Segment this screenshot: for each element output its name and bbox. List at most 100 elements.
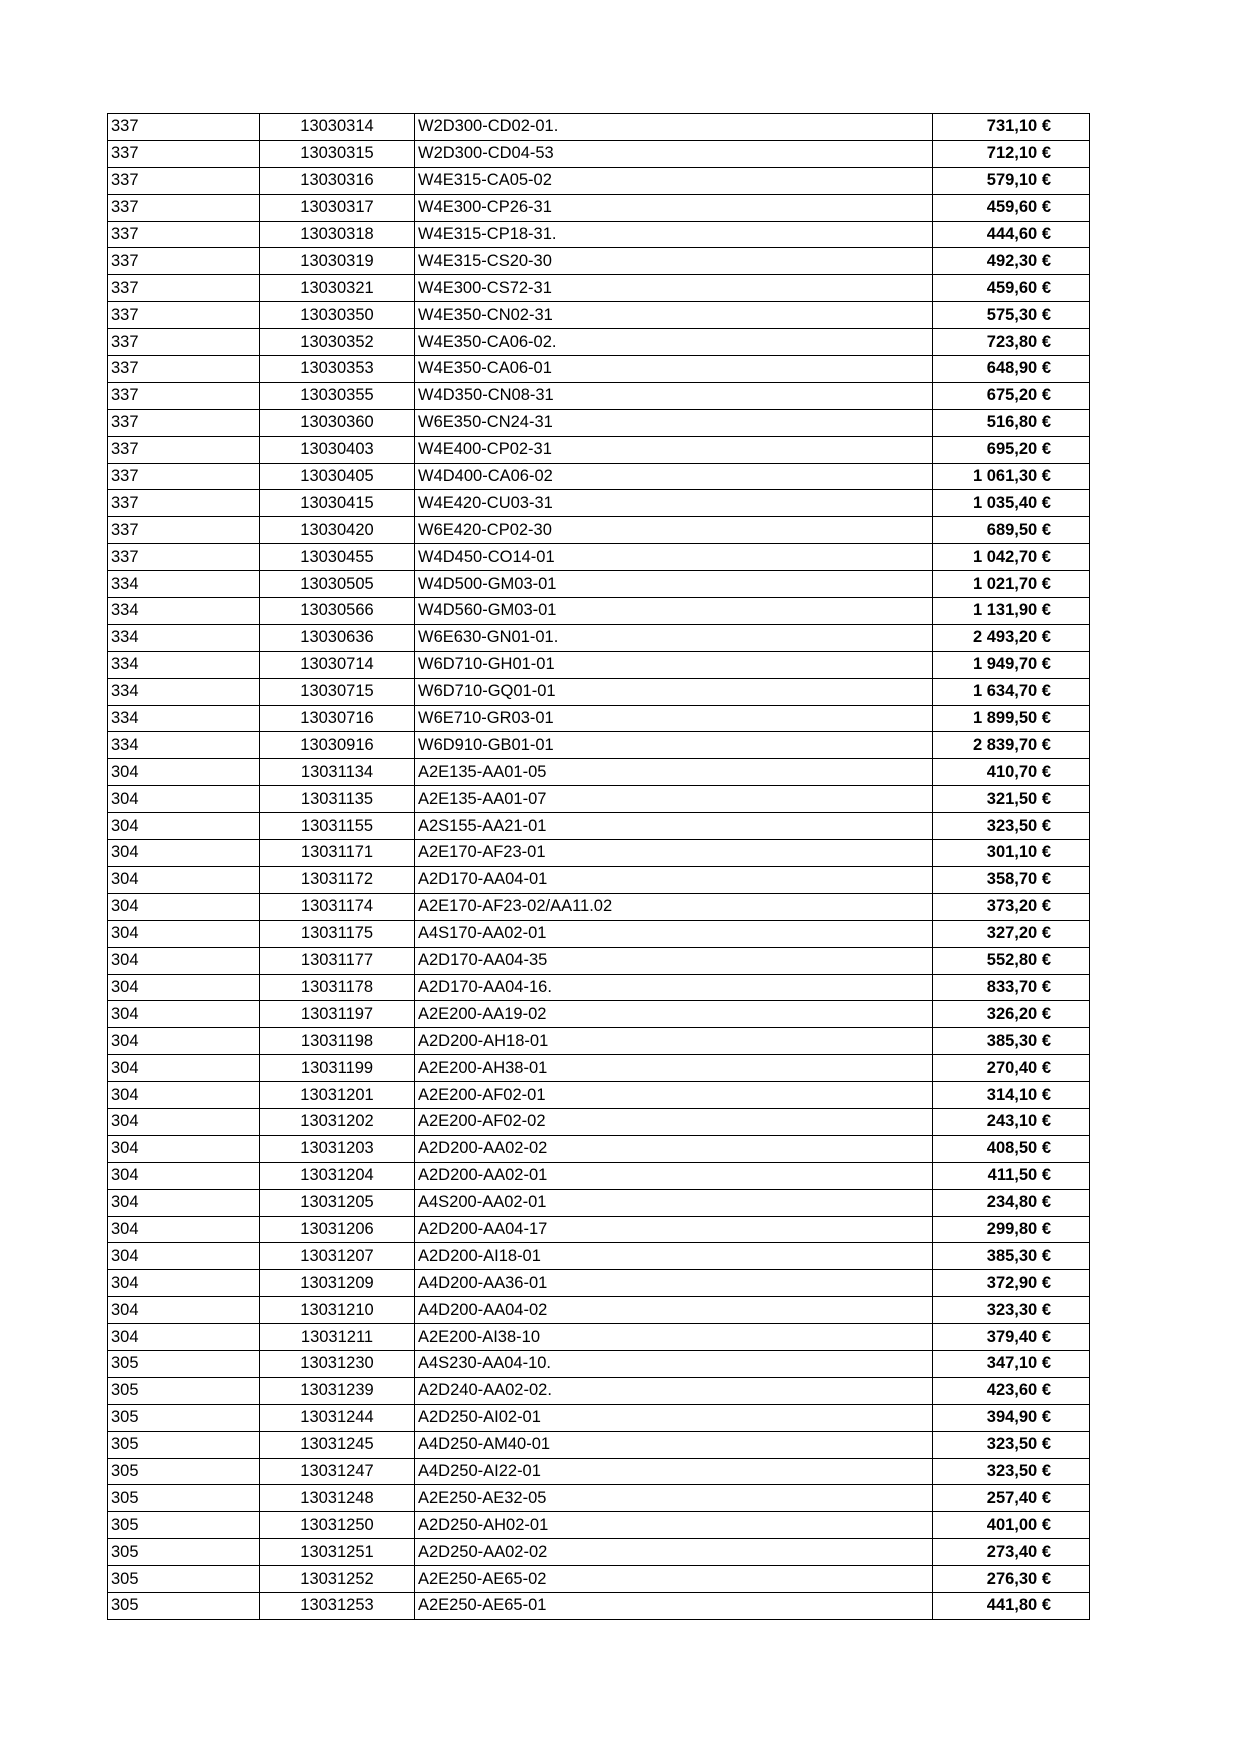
table-row: 334 13030916 W6D910-GB01-01 2 839,70 € [107, 731, 1090, 760]
article-number-cell: 13031203 [259, 1134, 415, 1163]
table-row: 334 13030716 W6E710-GR03-01 1 899,50 € [107, 704, 1090, 733]
reference-cell: W6D710-GQ01-01 [414, 677, 933, 706]
group-code-cell: 304 [107, 1054, 260, 1083]
reference-cell: W6E710-GR03-01 [414, 704, 933, 733]
price-cell: 270,40 € [932, 1054, 1090, 1083]
price-cell: 385,30 € [932, 1027, 1090, 1056]
article-number-cell: 13030405 [259, 462, 415, 491]
reference-cell: A2D250-AH02-01 [414, 1511, 933, 1540]
group-code-cell: 304 [107, 839, 260, 867]
table-row: 305 13031250 A2D250-AH02-01 401,00 € [107, 1511, 1090, 1540]
price-cell: 675,20 € [932, 381, 1090, 410]
article-number-cell: 13031134 [259, 758, 415, 787]
price-cell: 723,80 € [932, 328, 1090, 357]
reference-cell: W6E420-CP02-30 [414, 516, 933, 545]
table-row: 337 13030360 W6E350-CN24-31 516,80 € [107, 408, 1090, 437]
price-cell: 372,90 € [932, 1269, 1090, 1298]
price-cell: 648,90 € [932, 355, 1090, 383]
table-row: 305 13031251 A2D250-AA02-02 273,40 € [107, 1538, 1090, 1567]
reference-cell: A2E135-AA01-07 [414, 785, 933, 814]
reference-cell: W6E630-GN01-01. [414, 623, 933, 652]
price-cell: 459,60 € [932, 193, 1090, 222]
price-table-body: 337 13030314 W2D300-CD02-01. 731,10 €337 130… [107, 113, 1090, 1620]
table-row: 337 13030314 W2D300-CD02-01. 731,10 € [107, 113, 1090, 141]
table-row: 304 13031204 A2D200-AA02-01 411,50 € [107, 1161, 1090, 1190]
price-cell: 379,40 € [932, 1323, 1090, 1351]
group-code-cell: 305 [107, 1349, 260, 1378]
price-cell: 1 634,70 € [932, 677, 1090, 706]
price-cell: 326,20 € [932, 1000, 1090, 1029]
price-cell: 552,80 € [932, 946, 1090, 975]
table-row: 304 13031134 A2E135-AA01-05 410,70 € [107, 758, 1090, 787]
reference-cell: A2E250-AE65-01 [414, 1591, 933, 1620]
table-row: 337 13030455 W4D450-CO14-01 1 042,70 € [107, 543, 1090, 572]
table-row: 304 13031209 A4D200-AA36-01 372,90 € [107, 1269, 1090, 1298]
price-cell: 2 493,20 € [932, 623, 1090, 652]
reference-cell: A2D170-AA04-01 [414, 865, 933, 894]
article-number-cell: 13031205 [259, 1188, 415, 1217]
price-cell: 492,30 € [932, 247, 1090, 276]
group-code-cell: 334 [107, 731, 260, 760]
price-cell: 299,80 € [932, 1215, 1090, 1244]
group-code-cell: 304 [107, 785, 260, 814]
table-row: 337 13030355 W4D350-CN08-31 675,20 € [107, 381, 1090, 410]
reference-cell: W4E350-CA06-02. [414, 328, 933, 357]
group-code-cell: 337 [107, 113, 260, 141]
article-number-cell: 13030505 [259, 570, 415, 599]
price-cell: 1 035,40 € [932, 489, 1090, 518]
group-code-cell: 305 [107, 1484, 260, 1513]
group-code-cell: 337 [107, 381, 260, 410]
article-number-cell: 13031155 [259, 812, 415, 841]
price-cell: 257,40 € [932, 1484, 1090, 1513]
group-code-cell: 334 [107, 570, 260, 599]
price-cell: 401,00 € [932, 1511, 1090, 1540]
table-row: 304 13031206 A2D200-AA04-17 299,80 € [107, 1215, 1090, 1244]
group-code-cell: 334 [107, 650, 260, 679]
group-code-cell: 304 [107, 1296, 260, 1325]
article-number-cell: 13031252 [259, 1565, 415, 1593]
reference-cell: W4E300-CP26-31 [414, 193, 933, 222]
reference-cell: W4E350-CA06-01 [414, 355, 933, 383]
group-code-cell: 304 [107, 892, 260, 921]
reference-cell: A2E170-AF23-01 [414, 839, 933, 867]
table-row: 305 13031244 A2D250-AI02-01 394,90 € [107, 1403, 1090, 1432]
table-row: 334 13030505 W4D500-GM03-01 1 021,70 € [107, 570, 1090, 599]
group-code-cell: 304 [107, 1161, 260, 1190]
reference-cell: A2D170-AA04-16. [414, 973, 933, 1002]
article-number-cell: 13030317 [259, 193, 415, 222]
article-number-cell: 13030916 [259, 731, 415, 760]
price-cell: 833,70 € [932, 973, 1090, 1002]
article-number-cell: 13031177 [259, 946, 415, 975]
price-cell: 273,40 € [932, 1538, 1090, 1567]
article-number-cell: 13031239 [259, 1376, 415, 1405]
price-cell: 323,50 € [932, 1430, 1090, 1459]
group-code-cell: 304 [107, 1269, 260, 1298]
price-cell: 323,50 € [932, 1457, 1090, 1486]
reference-cell: A2S155-AA21-01 [414, 812, 933, 841]
group-code-cell: 337 [107, 489, 260, 518]
price-cell: 243,10 € [932, 1107, 1090, 1136]
table-row: 305 13031247 A4D250-AI22-01 323,50 € [107, 1457, 1090, 1486]
reference-cell: W4D400-CA06-02 [414, 462, 933, 491]
article-number-cell: 13031175 [259, 919, 415, 948]
table-row: 304 13031202 A2E200-AF02-02 243,10 € [107, 1107, 1090, 1136]
article-number-cell: 13030352 [259, 328, 415, 357]
group-code-cell: 305 [107, 1565, 260, 1593]
table-row: 334 13030714 W6D710-GH01-01 1 949,70 € [107, 650, 1090, 679]
group-code-cell: 304 [107, 1242, 260, 1271]
article-number-cell: 13031135 [259, 785, 415, 814]
price-cell: 408,50 € [932, 1134, 1090, 1163]
reference-cell: A2E200-AF02-02 [414, 1107, 933, 1136]
reference-cell: A2E200-AA19-02 [414, 1000, 933, 1029]
price-cell: 1 061,30 € [932, 462, 1090, 491]
group-code-cell: 334 [107, 623, 260, 652]
table-row: 334 13030636 W6E630-GN01-01. 2 493,20 € [107, 623, 1090, 652]
article-number-cell: 13031171 [259, 839, 415, 867]
group-code-cell: 305 [107, 1457, 260, 1486]
article-number-cell: 13031247 [259, 1457, 415, 1486]
group-code-cell: 304 [107, 1188, 260, 1217]
reference-cell: A2D240-AA02-02. [414, 1376, 933, 1405]
table-row: 304 13031197 A2E200-AA19-02 326,20 € [107, 1000, 1090, 1029]
reference-cell: A4S170-AA02-01 [414, 919, 933, 948]
price-cell: 1 131,90 € [932, 597, 1090, 625]
